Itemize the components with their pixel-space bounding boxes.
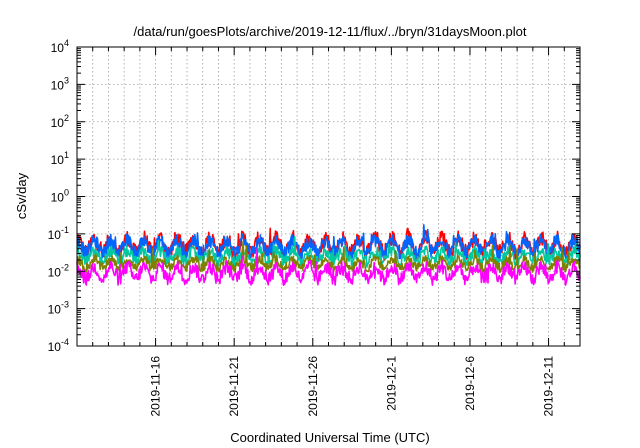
series-line [76, 247, 581, 287]
x-axis-label: Coordinated Universal Time (UTC) [230, 430, 429, 445]
x-tick-label: 2019-11-21 [227, 356, 241, 417]
y-tick-label: 100 [51, 188, 69, 205]
y-tick-label: 103 [51, 75, 69, 92]
y-tick-label: 10-1 [48, 225, 69, 242]
x-tick-label: 2019-11-26 [306, 356, 320, 417]
series-lines [76, 224, 581, 287]
x-tick-label: 2019-11-16 [149, 356, 163, 417]
y-tick-label: 10-3 [48, 300, 69, 317]
y-tick-label: 104 [51, 38, 69, 55]
series-line [76, 235, 581, 270]
series-line [76, 224, 581, 261]
y-axis-label: cSv/day [14, 172, 29, 219]
grid-lines [77, 47, 580, 346]
x-tick-label: 2019-12-11 [542, 356, 556, 417]
y-tick-label: 102 [51, 113, 69, 130]
x-axis-ticks: 2019-11-16 2019-11-21 2019-11-26 2019-12-1 2… [92, 47, 565, 417]
chart-title: /data/run/goesPlots/archive/2019-12-11/f… [134, 24, 527, 39]
x-tick-label: 2019-12-1 [384, 356, 398, 411]
y-tick-label: 10-2 [48, 262, 69, 279]
y-tick-label: 101 [51, 150, 69, 167]
x-tick-label: 2019-12-6 [463, 356, 477, 411]
y-tick-label: 10-4 [48, 337, 69, 354]
y-axis-ticks: 10-4 10-3 10-2 10-1 100 101 102 103 104 [48, 38, 580, 354]
